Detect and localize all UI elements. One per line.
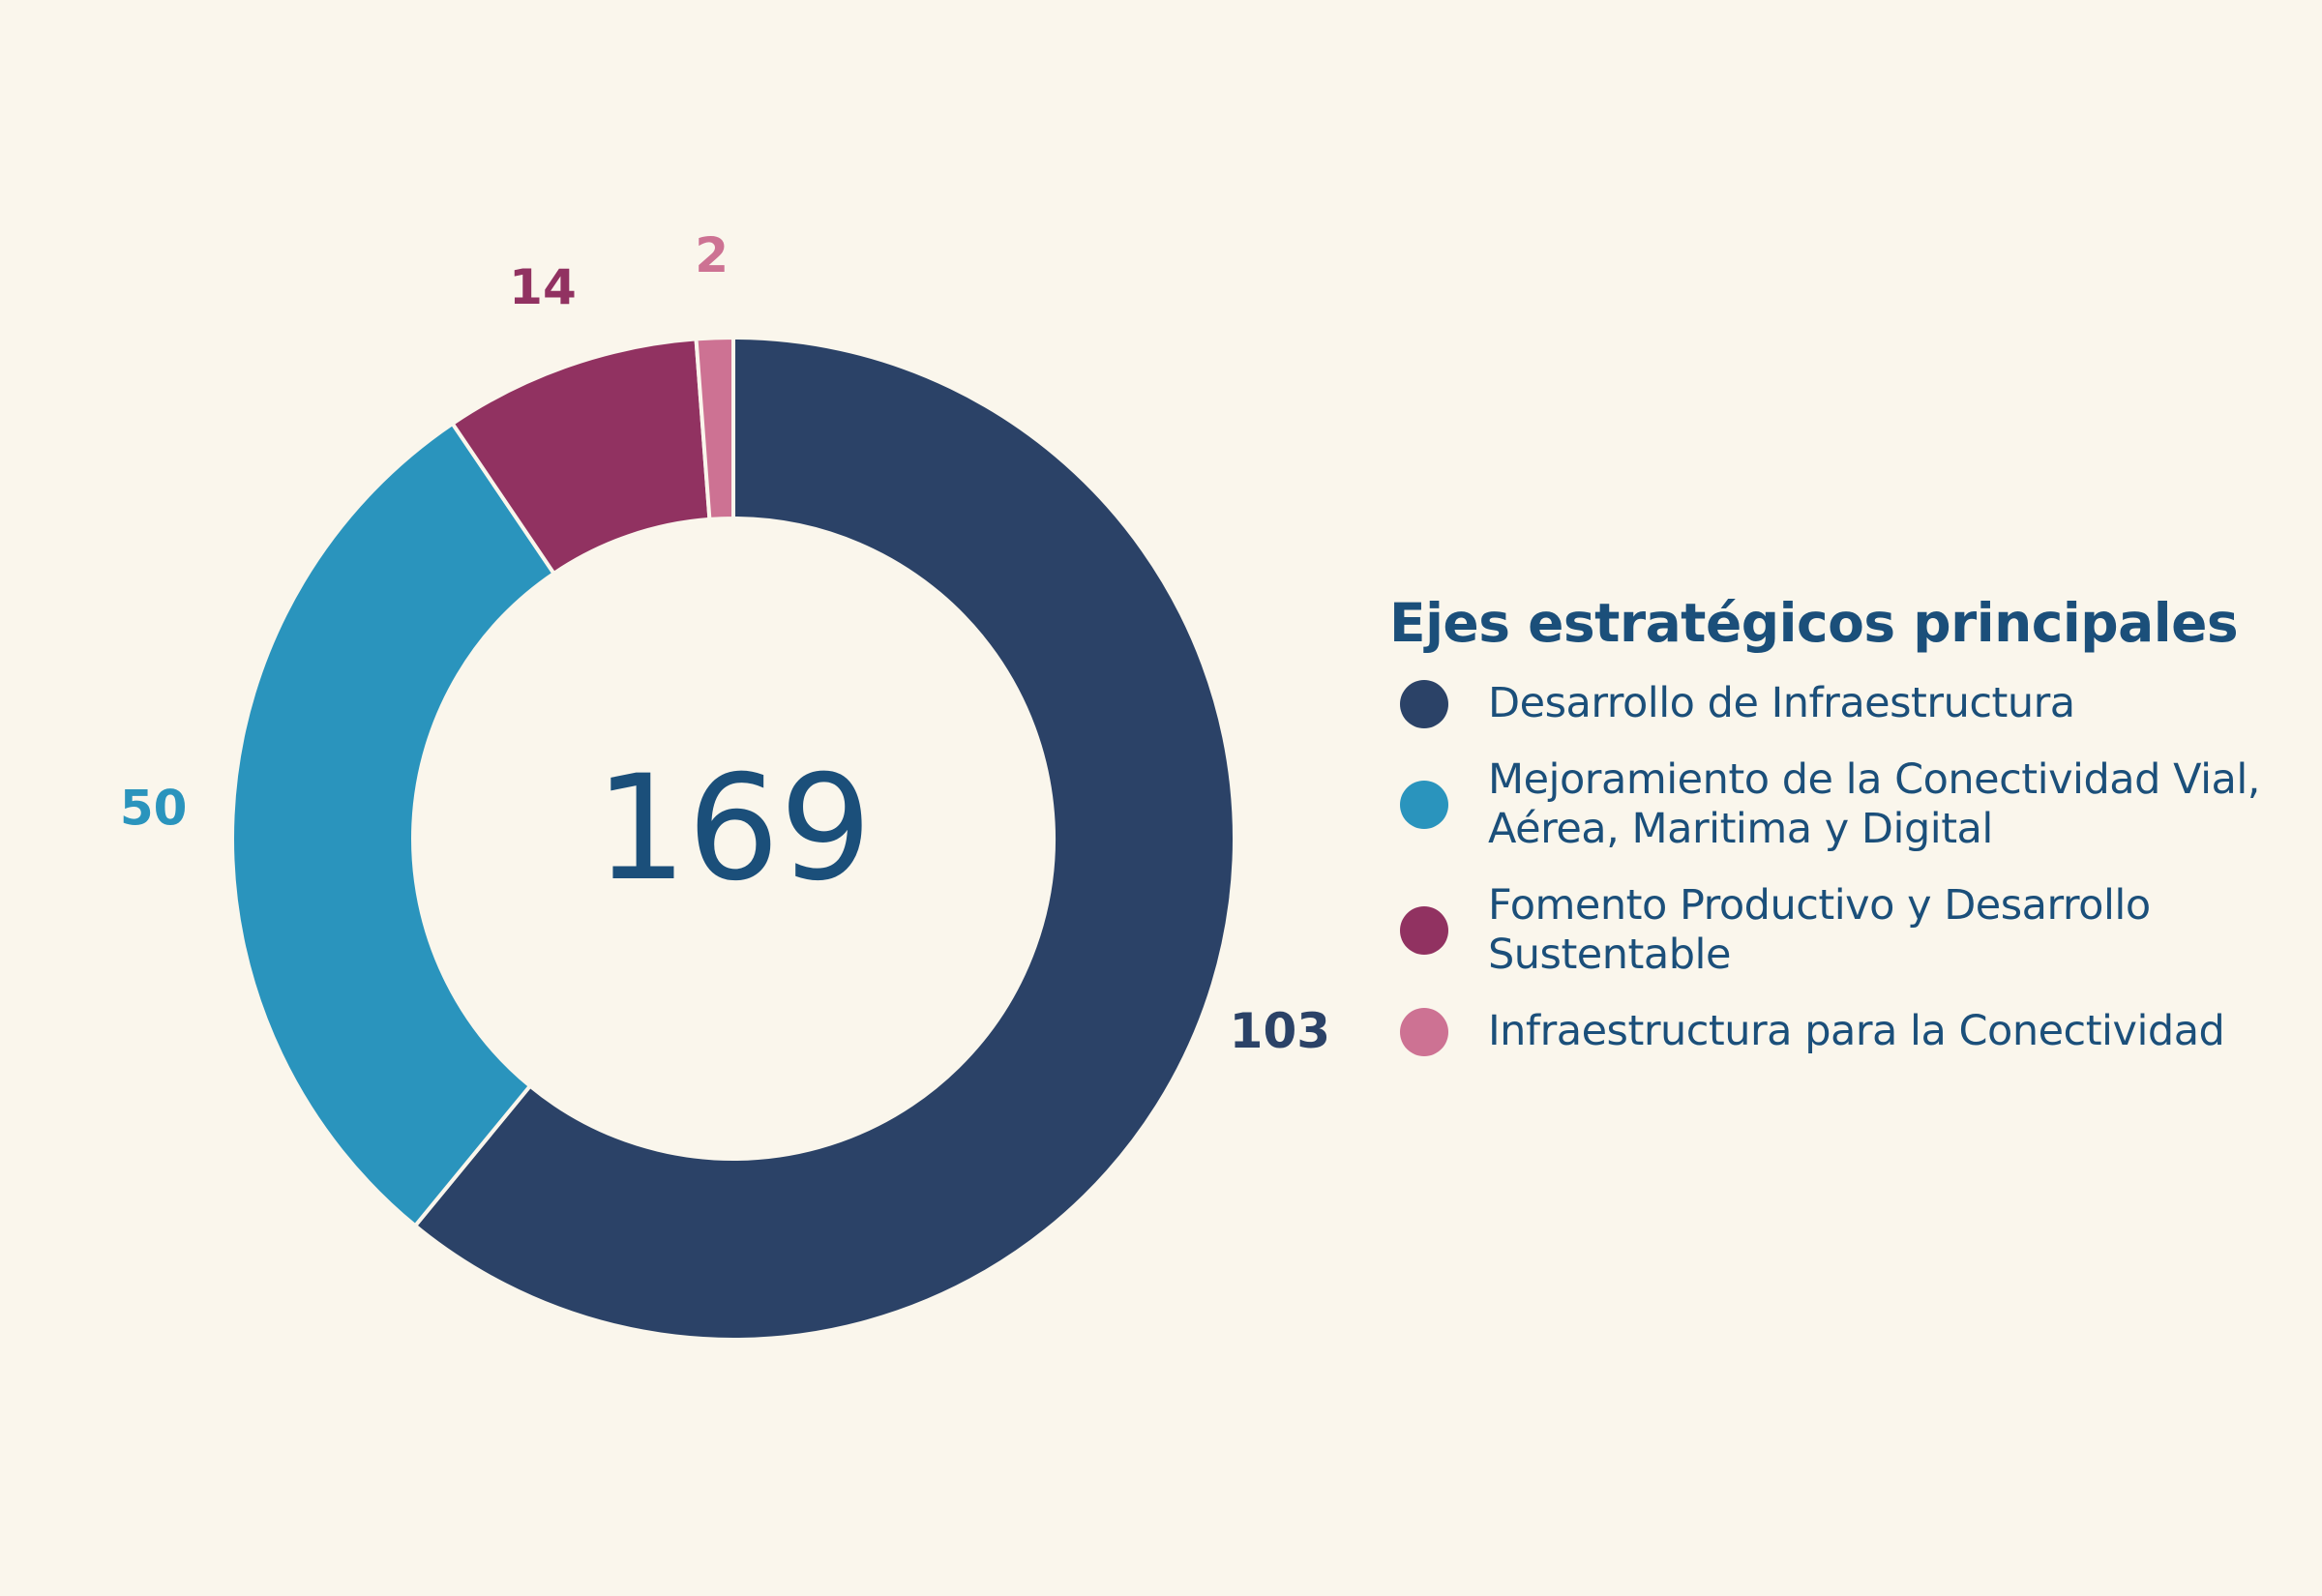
- legend-item-fomento-productivo-y-desarrollo-sustentable: Fomento Productivo y Desarrollo Sustenta…: [1389, 881, 2289, 980]
- legend: Ejes estratégicos principales Desarrollo…: [1389, 592, 2289, 1083]
- slice-infraestructura-para-la-conectividad: [694, 336, 735, 521]
- slice-value-label: 2: [695, 227, 729, 283]
- legend-item-infraestructura-para-la-conectividad: Infraestructura para la Conectividad: [1389, 1007, 2289, 1056]
- slice-mejoramiento-de-la-conectividad-vial-aerea-maritima-y-digital: [230, 421, 556, 1228]
- legend-swatch-icon: [1400, 679, 1448, 728]
- donut-chart: 103 50 14 2 169: [120, 227, 1330, 1342]
- legend-list: Desarrollo de Infraestructura Mejoramient…: [1389, 679, 2289, 1056]
- legend-item-label: Fomento Productivo y Desarrollo Sustenta…: [1488, 881, 2151, 979]
- legend-item-label: Desarrollo de Infraestructura: [1488, 679, 2075, 727]
- slice-value-label: 14: [509, 259, 577, 315]
- legend-swatch-icon: [1400, 906, 1448, 955]
- legend-item-desarrollo-de-infraestructura: Desarrollo de Infraestructura: [1389, 679, 2289, 728]
- slice-value-label: 50: [120, 781, 188, 837]
- slice-desarrollo-de-infraestructura: [413, 336, 1236, 1342]
- legend-item-label: Mejoramiento de la Conectividad Vial, Aé…: [1488, 755, 2260, 853]
- legend-item-mejoramiento-de-la-conectividad-vial-aerea-maritima-y-digital: Mejoramiento de la Conectividad Vial, Aé…: [1389, 755, 2289, 854]
- legend-swatch-icon: [1400, 781, 1448, 829]
- center-total-label: 169: [595, 745, 872, 913]
- legend-item-label: Infraestructura para la Conectividad: [1488, 1007, 2225, 1055]
- donut-value-labels: 103 50 14 2: [120, 227, 1330, 1059]
- slice-value-label: 103: [1230, 1003, 1330, 1059]
- legend-title: Ejes estratégicos principales: [1389, 592, 2239, 654]
- donut-slices: [230, 336, 1236, 1342]
- legend-swatch-icon: [1400, 1007, 1448, 1056]
